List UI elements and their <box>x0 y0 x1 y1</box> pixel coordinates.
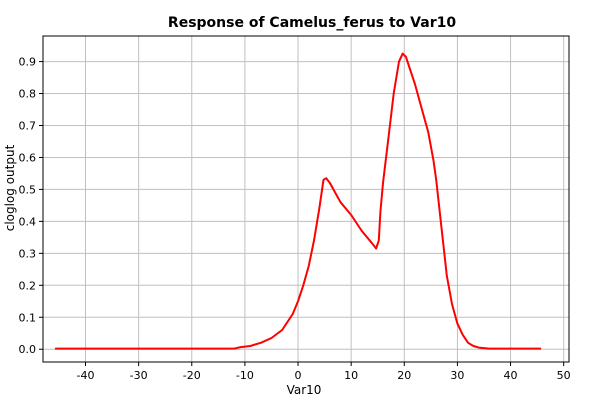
x-tick-label: 50 <box>557 369 571 382</box>
x-tick-label: -10 <box>236 369 254 382</box>
y-tick-label: 0.3 <box>19 247 37 260</box>
y-tick-label: 0.9 <box>19 56 37 69</box>
plot-frame <box>42 35 570 363</box>
x-axis-label: Var10 <box>287 383 322 397</box>
x-tick-label: 0 <box>295 369 302 382</box>
response-curve <box>54 52 542 350</box>
y-tick-label: 0.1 <box>19 311 37 324</box>
y-tick-label: 0.0 <box>19 343 37 356</box>
y-tick-label: 0.6 <box>19 151 37 164</box>
y-tick-label: 0.4 <box>19 215 37 228</box>
x-tick-label: 10 <box>344 369 358 382</box>
plot-area <box>54 52 542 350</box>
y-axis-label: cloglog output <box>3 144 17 231</box>
axes <box>39 35 570 366</box>
grid <box>43 36 569 362</box>
y-tick-label: 0.8 <box>19 88 37 101</box>
x-tick-label: 30 <box>450 369 464 382</box>
x-tick-label: -20 <box>183 369 201 382</box>
tick-labels: -40 -30 -20 -10 0 10 20 30 40 50 0.0 0.1 0.2 0.3 0.4 0.… <box>19 56 571 382</box>
x-tick-label: -30 <box>130 369 148 382</box>
y-tick-label: 0.2 <box>19 279 37 292</box>
y-tick-label: 0.5 <box>19 183 37 196</box>
x-tick-label: 40 <box>504 369 518 382</box>
x-tick-label: -40 <box>77 369 95 382</box>
y-tick-label: 0.7 <box>19 119 37 132</box>
x-tick-label: 20 <box>397 369 411 382</box>
chart-title: Response of Camelus_ferus to Var10 <box>168 15 456 31</box>
